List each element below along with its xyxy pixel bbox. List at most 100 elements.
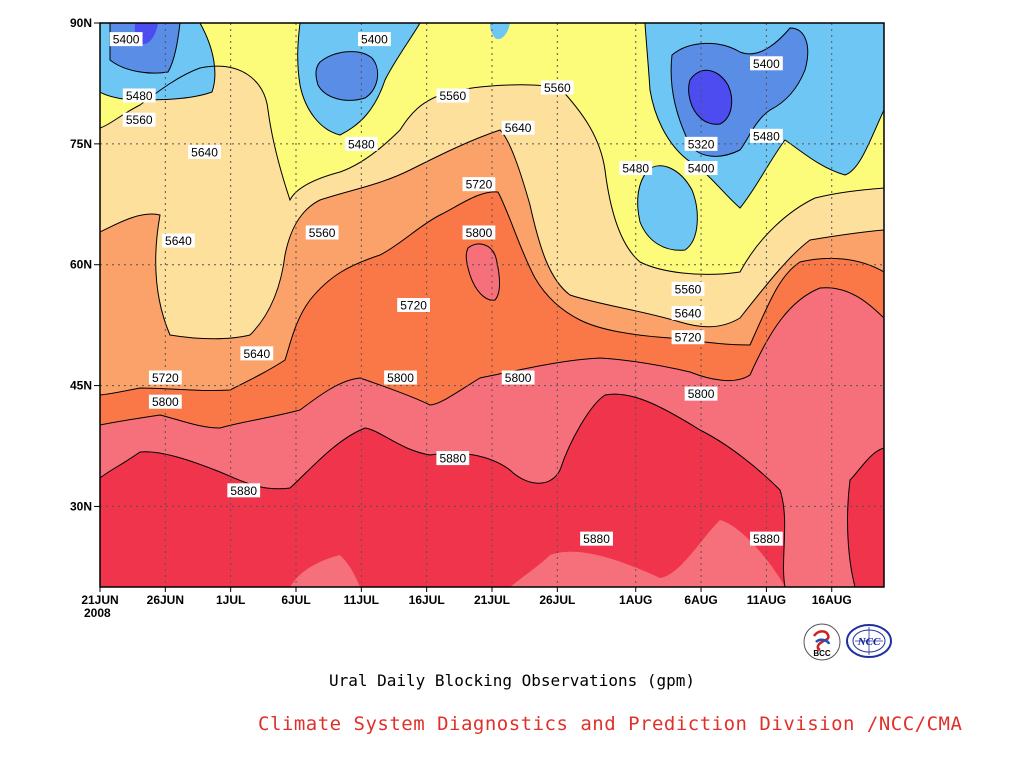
contour-label-bg	[540, 80, 574, 95]
contour-label: 5640	[162, 233, 195, 248]
contour-label-text: 5400	[113, 33, 140, 47]
x-tick-label: 1AUG	[619, 593, 652, 607]
contour-label: 5720	[148, 370, 182, 385]
bcc-logo: BCC	[802, 622, 842, 662]
contour-label: 5640	[501, 120, 535, 135]
contour-label-bg	[397, 298, 430, 312]
contour-label-text: 5480	[348, 137, 375, 151]
contour-label: 5560	[540, 80, 574, 95]
contour-label-text: 5560	[544, 81, 571, 95]
contour-label-text: 5560	[439, 89, 466, 103]
contour-label-text: 5560	[675, 282, 702, 296]
contour-label: 5800	[501, 370, 535, 385]
contour-label: 5480	[619, 161, 653, 176]
contour-label: 5720	[397, 298, 430, 313]
contour-label-text: 5560	[126, 113, 153, 127]
contour-label-text: 5800	[688, 387, 715, 401]
contour-label: 5720	[462, 177, 496, 192]
contour-label-bg	[501, 120, 535, 135]
y-tick-label: 90N	[70, 16, 92, 30]
contour-label: 5480	[122, 88, 156, 103]
contour-label-text: 5400	[753, 57, 780, 71]
fill-5800-5880-south-b	[510, 520, 785, 587]
contour-label: 5880	[580, 531, 613, 546]
contour-label-bg	[750, 56, 783, 71]
contour-label: 5800	[384, 370, 417, 385]
contour-label: 5560	[436, 88, 470, 103]
contour-label-bg	[384, 370, 417, 385]
x-tick-label: 21JUL	[474, 593, 510, 607]
contour-label-bg	[671, 281, 705, 296]
fill-lt5320-b	[688, 70, 732, 125]
contour-label-text: 5720	[152, 371, 179, 385]
contour-label-bg	[358, 32, 391, 47]
contour-label-text: 5880	[230, 484, 257, 498]
contour-label: 5400	[684, 161, 718, 176]
contour-label-text: 5480	[753, 129, 780, 143]
contour-label-text: 5640	[675, 307, 702, 321]
contour-label-text: 5320	[688, 137, 715, 151]
contour-label: 5800	[148, 394, 182, 409]
contour-label-bg	[619, 161, 653, 176]
contour-label: 5560	[122, 112, 156, 127]
bcc-logo-icon: BCC	[803, 623, 841, 661]
contour-label-text: 5400	[688, 162, 715, 176]
contour-label-bg	[227, 483, 261, 498]
contour-label-bg	[462, 225, 496, 240]
contour-label-bg	[122, 112, 156, 127]
contour-label-bg	[462, 177, 496, 192]
y-tick-label: 45N	[70, 379, 92, 393]
contour-label-bg	[122, 88, 156, 103]
contour-label-bg	[162, 233, 195, 248]
y-tick-label: 75N	[70, 137, 92, 151]
x-tick-label: 16AUG	[812, 593, 852, 607]
contour-label-text: 5800	[466, 226, 493, 240]
contour-label-bg	[148, 370, 182, 385]
x-tick-label: 11AUG	[747, 593, 786, 607]
contour-label: 5880	[227, 483, 261, 498]
fill-5800-5880-south-a	[290, 555, 360, 587]
contour-fill-layers	[100, 23, 884, 587]
credit-line: Climate System Diagnostics and Predictio…	[258, 713, 963, 735]
contour-labels: 5400 5480 5560 5640 5640 5720 5800 5880 5640 5560…	[109, 32, 783, 546]
contour-label: 5560	[305, 225, 339, 240]
x-tick-label: 16JUL	[409, 593, 445, 607]
contour-label-bg	[344, 136, 378, 151]
contour-label-bg	[109, 32, 143, 47]
contour-label-text: 5720	[400, 299, 427, 313]
contour-label-bg	[750, 531, 783, 546]
contour-label-text: 5480	[622, 162, 649, 176]
contour-label: 5640	[240, 346, 274, 361]
fill-5400-5480-e	[637, 165, 698, 251]
x-tick-label: 6AUG	[684, 593, 717, 607]
x-tick-label: 21JUN	[81, 593, 118, 607]
contour-label: 5640	[188, 144, 221, 159]
contour-label-bg	[436, 451, 470, 466]
contour-label: 5400	[358, 32, 391, 47]
contour-label-bg	[671, 306, 705, 321]
x-axis-labels: 21JUN 26JUN 1JUL 6JUL 11JUL 16JUL 21JUL 26JUL 1A…	[81, 593, 851, 607]
x-tick-label: 6JUL	[281, 593, 310, 607]
x-tick-label: 11JUL	[344, 593, 379, 607]
x-tick-label: 26JUN	[147, 593, 184, 607]
contour-label-text: 5880	[753, 532, 780, 546]
contour-label-bg	[240, 346, 274, 361]
contour-label-bg	[501, 370, 535, 385]
contour-label: 5880	[436, 451, 470, 466]
contour-label-text: 5800	[387, 371, 414, 385]
contour-label-bg	[305, 225, 339, 240]
contour-label-bg	[671, 330, 705, 345]
axis-ticks	[94, 22, 833, 592]
contour-label-text: 5720	[675, 331, 702, 345]
contour-label-bg	[148, 394, 182, 409]
contour-label: 5320	[684, 136, 718, 151]
fill-5400-5480-c	[490, 23, 510, 40]
contour-label: 5400	[109, 32, 143, 47]
fill-5320-5400-b	[315, 51, 378, 101]
y-tick-label: 60N	[70, 258, 92, 272]
bcc-logo-text: BCC	[813, 649, 831, 658]
contour-label: 5480	[750, 128, 783, 143]
contour-label-bg	[684, 386, 718, 401]
contour-label-bg	[188, 144, 221, 159]
